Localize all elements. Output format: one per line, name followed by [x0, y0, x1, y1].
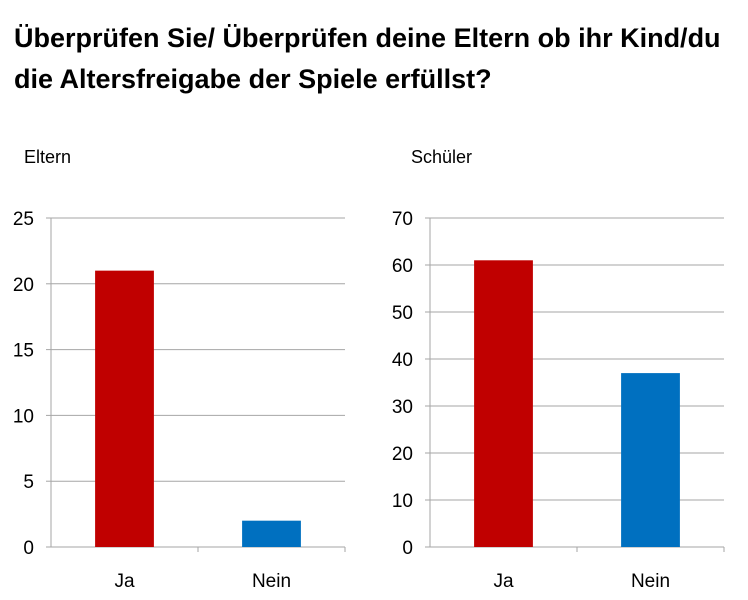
- chart-subtitle: Schüler: [411, 147, 472, 167]
- x-category-label: Nein: [252, 571, 291, 592]
- chart-subtitle: Eltern: [24, 147, 71, 167]
- x-category-label: Nein: [631, 571, 670, 592]
- bar-ja: [474, 260, 533, 547]
- y-tick-label: 70: [392, 209, 413, 230]
- y-tick-label: 25: [13, 209, 34, 230]
- y-tick-label: 0: [402, 538, 413, 559]
- y-tick-label: 15: [13, 341, 34, 362]
- y-tick-label: 20: [392, 444, 413, 465]
- y-tick-label: 60: [392, 256, 413, 277]
- bar-ja: [95, 270, 154, 547]
- y-tick-label: 10: [13, 406, 34, 427]
- y-tick-label: 10: [392, 491, 413, 512]
- bar-nein: [621, 373, 680, 547]
- y-tick-label: 0: [23, 538, 34, 559]
- y-tick-label: 50: [392, 303, 413, 324]
- x-category-label: Ja: [114, 571, 135, 592]
- x-category-label: Ja: [493, 571, 514, 592]
- chart-schueler: Schüler 0 10 20 30 40 50 60 70 Ja Nein: [392, 147, 725, 592]
- chart-eltern: Eltern 0 5 10 15 20 25 Ja Nein: [13, 147, 346, 592]
- y-tick-label: 40: [392, 350, 413, 371]
- y-tick-label: 30: [392, 397, 413, 418]
- y-tick-label: 5: [23, 472, 34, 493]
- y-tick-label: 20: [13, 275, 34, 296]
- bar-nein: [242, 520, 301, 547]
- chart-title: Überprüfen Sie/ Überprüfen deine Eltern …: [14, 23, 721, 94]
